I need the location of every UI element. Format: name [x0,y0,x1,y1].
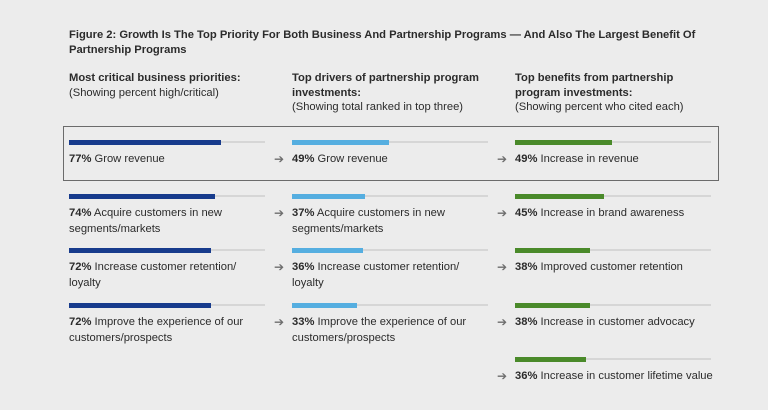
business-bar [69,140,221,145]
drivers-column-header: Top drivers of partnership program inves… [292,71,497,115]
business-row: 77% Grow revenue [69,140,265,189]
drivers-bar [292,194,365,199]
business-heading: Most critical business priorities: [69,72,241,84]
benefits-bar-label: 49% Increase in revenue [515,153,639,165]
drivers-subheading: (Showing total ranked in top three) [292,101,464,113]
arrow-right-icon: ➔ [497,152,508,166]
business-bar-label: 72% Improve the experience of our custom… [69,316,244,344]
figure-title: Figure 2: Growth Is The Top Priority For… [69,29,696,56]
drivers-bar-value: 49% [292,153,315,165]
business-bar-value: 77% [69,153,92,165]
drivers-bar-label: 49% Grow revenue [292,153,388,165]
benefits-subheading: (Showing percent who cited each) [515,101,684,113]
arrow-right-icon: ➔ [497,206,508,220]
business-bar [69,194,215,199]
benefits-bar [515,248,590,253]
drivers-bar [292,303,357,308]
benefits-heading: Top benefits from partnership program in… [515,72,674,99]
business-row: 72% Increase customer retention/ loyalty [69,248,265,297]
benefits-bar-label: 36% Increase in customer lifetime value [515,370,713,382]
drivers-bar-track [292,249,488,251]
benefits-column-header: Top benefits from partnership program in… [515,71,720,115]
benefits-bar-value: 38% [515,316,538,328]
business-bar-value: 74% [69,207,92,219]
drivers-bar-track [292,195,488,197]
business-bar [69,303,211,308]
drivers-row: 49% Grow revenue [292,140,488,189]
benefits-bar [515,357,586,362]
drivers-bar-label: 33% Improve the experience of our custom… [292,316,467,344]
arrow-right-icon: ➔ [497,260,508,274]
drivers-bar [292,248,363,253]
benefits-row: 36% Increase in customer lifetime value [515,357,713,406]
arrow-right-icon: ➔ [274,260,285,274]
business-row: 72% Improve the experience of our custom… [69,303,265,352]
business-bar-value: 72% [69,316,92,328]
benefits-bar-label: 45% Increase in brand awareness [515,207,685,219]
business-bar [69,248,211,253]
arrow-right-icon: ➔ [274,315,285,329]
benefits-row: 38% Increase in customer advocacy [515,303,711,352]
arrow-right-icon: ➔ [497,369,508,383]
drivers-row: 36% Increase customer retention/ loyalty [292,248,488,297]
drivers-bar-label: 37% Acquire customers in new segments/ma… [292,207,445,235]
benefits-bar-value: 36% [515,370,538,382]
benefits-bar-track [515,358,711,360]
benefits-bar-track [515,195,711,197]
drivers-bar-value: 33% [292,316,315,328]
drivers-bar [292,140,389,145]
benefits-row: 45% Increase in brand awareness [515,194,711,243]
drivers-bar-value: 36% [292,261,315,273]
business-bar-label: 74% Acquire customers in new segments/ma… [69,207,222,235]
benefits-bar-value: 38% [515,261,538,273]
drivers-bar-label: 36% Increase customer retention/ loyalty [292,261,460,289]
arrow-right-icon: ➔ [497,315,508,329]
benefits-bar-track [515,304,711,306]
business-column-header: Most critical business priorities: (Show… [69,71,274,100]
business-bar-label: 72% Increase customer retention/ loyalty [69,261,237,289]
drivers-heading: Top drivers of partnership program inves… [292,72,479,99]
benefits-bar-label: 38% Increase in customer advocacy [515,316,695,328]
top-row-highlight-box [63,126,719,181]
benefits-bar [515,303,590,308]
benefits-bar [515,194,604,199]
benefits-bar-track [515,249,711,251]
benefits-row: 38% Improved customer retention [515,248,711,297]
drivers-bar-track [292,304,488,306]
benefits-bar-value: 49% [515,153,538,165]
business-row: 74% Acquire customers in new segments/ma… [69,194,265,243]
drivers-row: 37% Acquire customers in new segments/ma… [292,194,488,243]
arrow-right-icon: ➔ [274,152,285,166]
benefits-bar-value: 45% [515,207,538,219]
business-bar-label: 77% Grow revenue [69,153,165,165]
arrow-right-icon: ➔ [274,206,285,220]
drivers-bar-value: 37% [292,207,315,219]
drivers-row: 33% Improve the experience of our custom… [292,303,488,352]
business-subheading: (Showing percent high/critical) [69,86,219,99]
drivers-bar-track [292,141,488,143]
benefits-row: 49% Increase in revenue [515,140,711,189]
business-bar-value: 72% [69,261,92,273]
benefits-bar-label: 38% Improved customer retention [515,261,683,273]
benefits-bar [515,140,612,145]
benefits-bar-track [515,141,711,143]
